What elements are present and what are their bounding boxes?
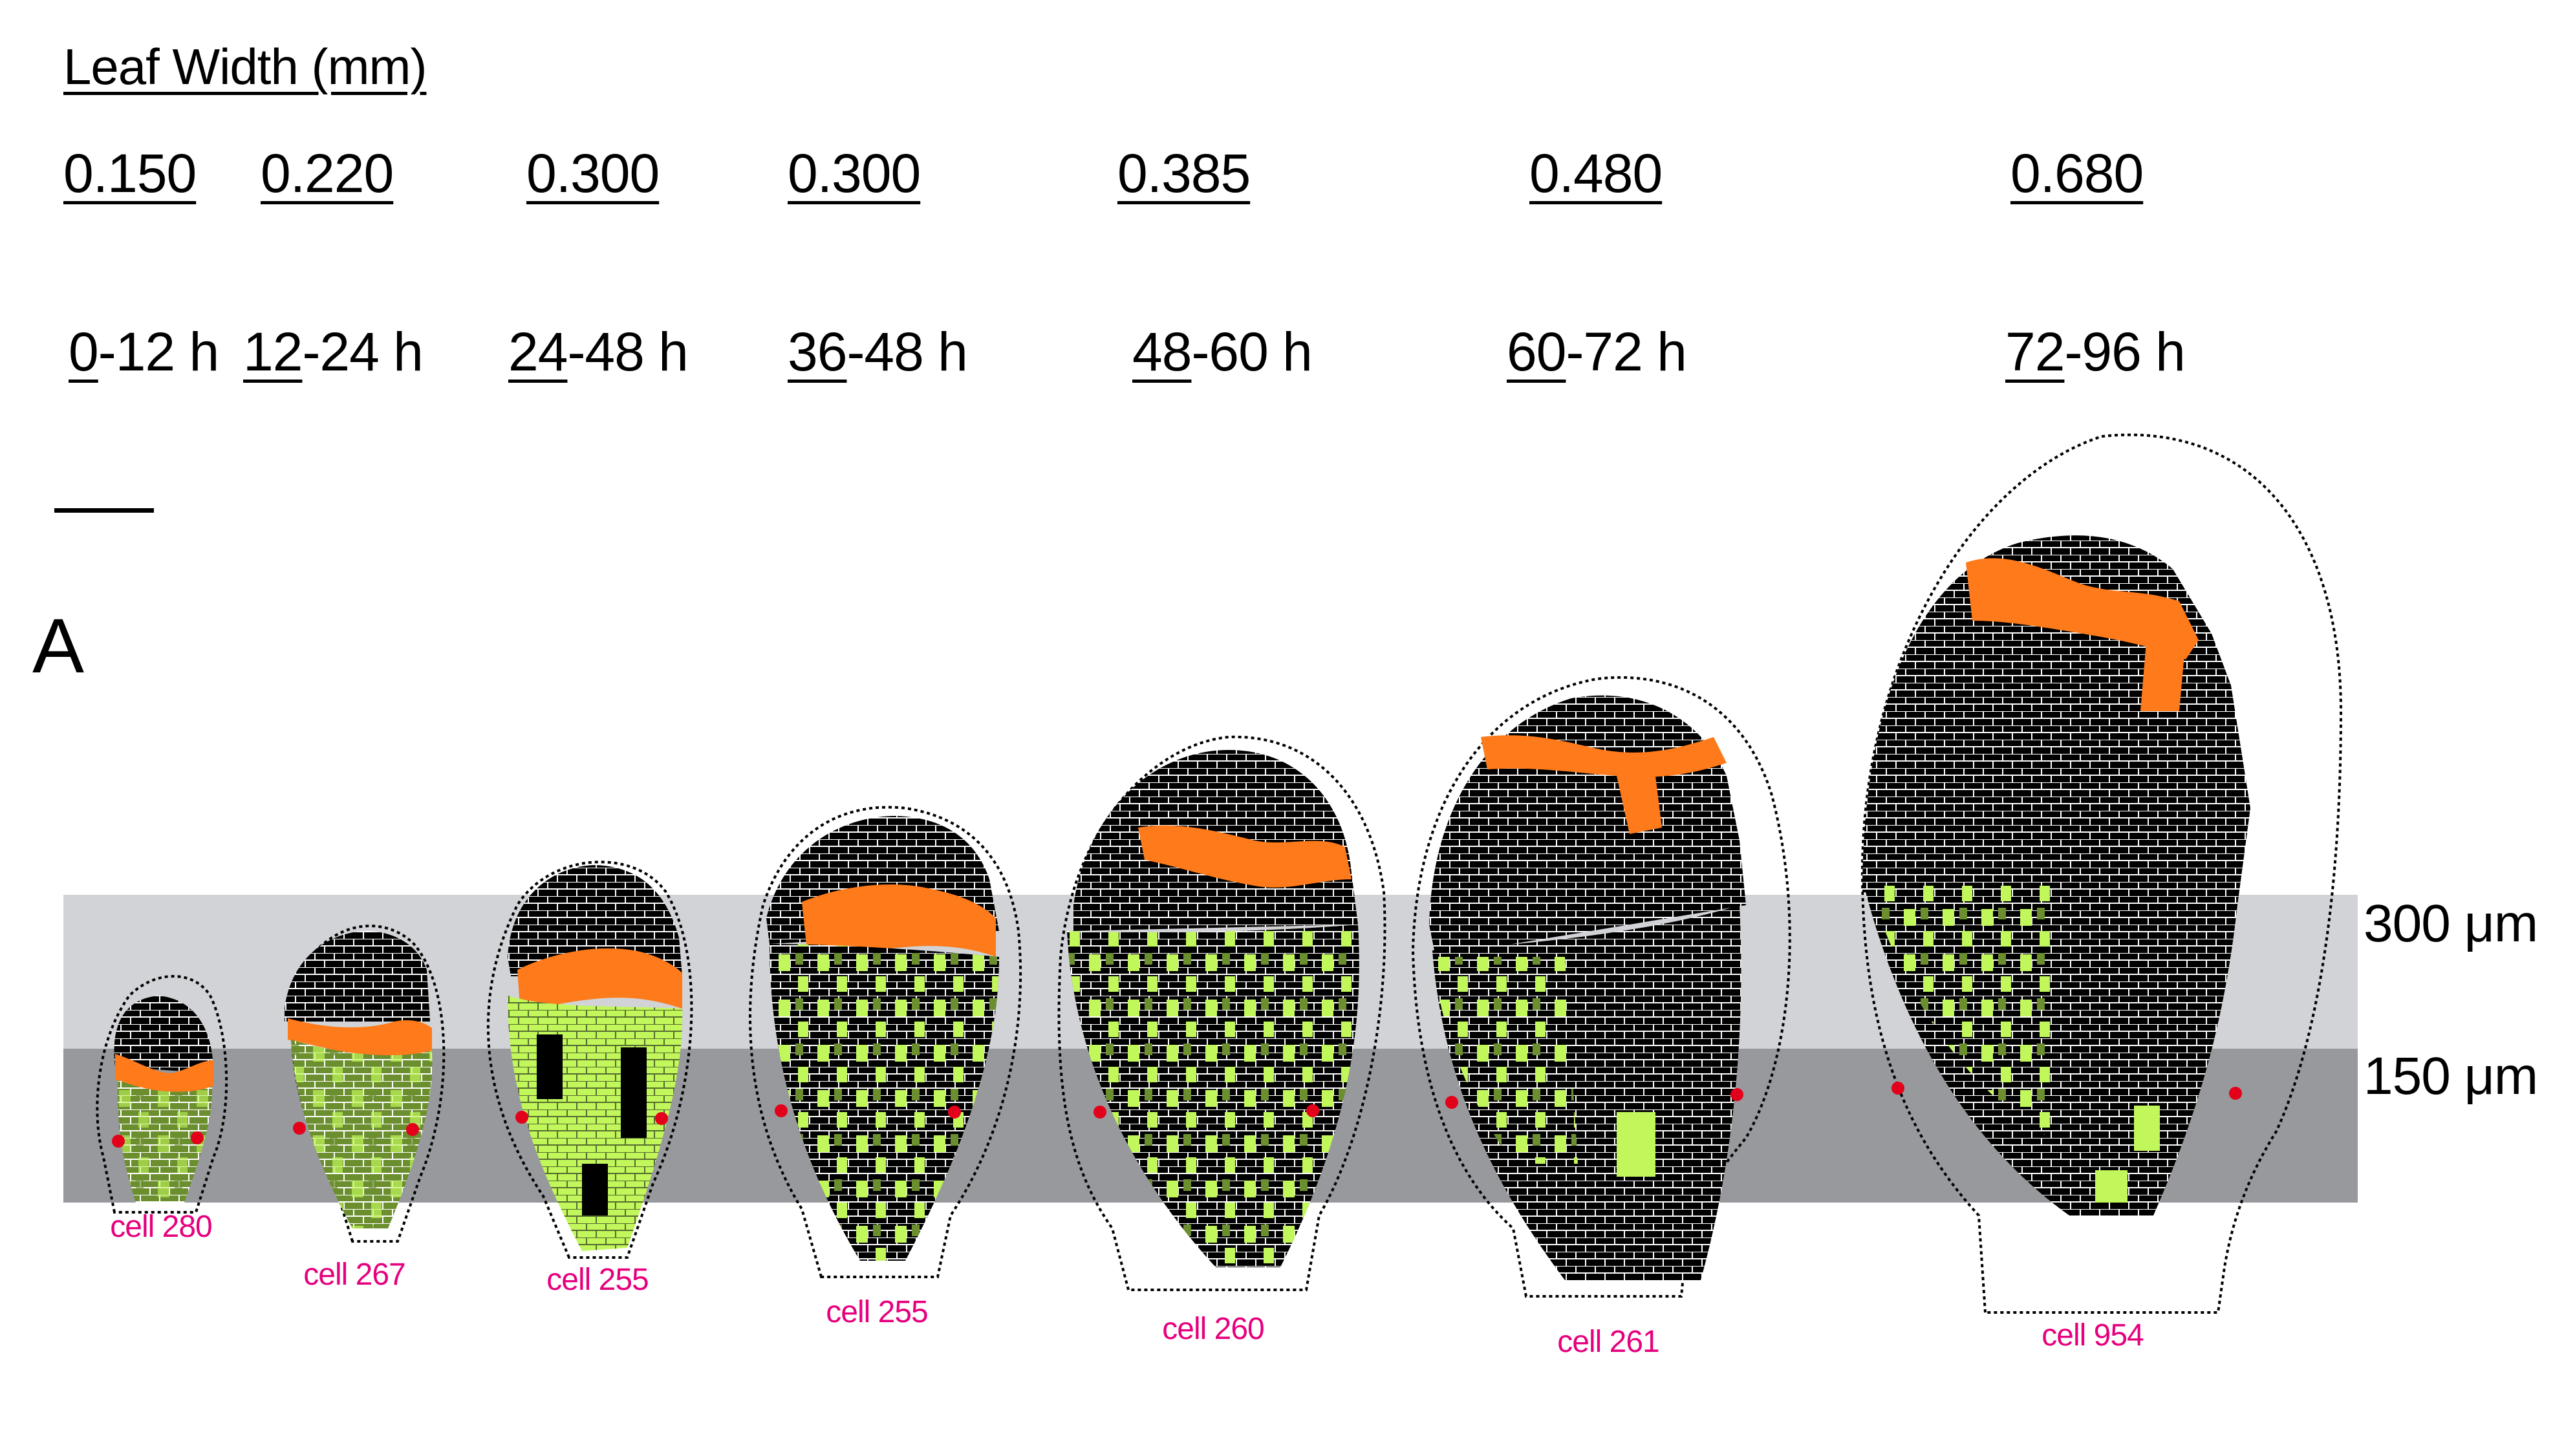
time-interval-3: 24-48 h — [508, 321, 689, 383]
time-interval-6: 60-72 h — [1507, 321, 1687, 383]
marker-dot — [948, 1106, 961, 1119]
time-interval-2: 12-24 h — [243, 321, 424, 383]
time-interval-start: 72 — [2005, 321, 2065, 382]
leaf-width-value-5: 0.385 — [1117, 143, 1251, 204]
leaf-width-value-6: 0.480 — [1529, 143, 1663, 204]
leaf-width-value-3: 0.300 — [526, 143, 660, 204]
time-interval-rest: -72 h — [1566, 321, 1686, 382]
time-interval-start: 36 — [788, 321, 847, 382]
marker-dot — [1306, 1104, 1319, 1117]
cell-label-2: cell 267 — [303, 1258, 405, 1292]
band-label-300: 300 μm — [2364, 894, 2538, 953]
cell-label-5: cell 260 — [1162, 1312, 1264, 1346]
time-interval-start: 24 — [508, 321, 568, 382]
marker-dot — [775, 1104, 788, 1117]
panel-letter: A — [32, 603, 85, 689]
cell-label-4: cell 255 — [826, 1295, 928, 1329]
marker-dot — [191, 1131, 204, 1144]
leaf-width-title: Leaf Width (mm) — [63, 38, 427, 95]
leaf-stage-5 — [1057, 735, 1386, 1291]
marker-dot — [1891, 1082, 1904, 1095]
time-interval-rest: -48 h — [846, 321, 967, 382]
leaf-stage-3 — [486, 861, 693, 1259]
leaf-width-value-1: 0.150 — [63, 143, 197, 204]
band-label-150: 150 μm — [2364, 1047, 2538, 1106]
leaf-stage-1 — [96, 975, 228, 1214]
time-interval-start: 0 — [69, 321, 99, 382]
cell-label-3: cell 255 — [546, 1263, 649, 1297]
time-interval-start: 12 — [243, 321, 303, 382]
time-interval-5: 48-60 h — [1132, 321, 1313, 383]
time-interval-4: 36-48 h — [788, 321, 968, 383]
leaf-stage-4 — [749, 806, 1022, 1278]
marker-dot — [515, 1111, 528, 1124]
marker-dot — [1093, 1106, 1106, 1119]
marker-dot — [406, 1123, 419, 1136]
marker-dot — [1730, 1088, 1743, 1101]
time-interval-1: 0-12 h — [69, 321, 219, 383]
time-interval-rest: -12 h — [98, 321, 219, 382]
scale-bar — [54, 508, 154, 513]
marker-dot — [655, 1112, 668, 1125]
leaf-width-value-7: 0.680 — [2010, 143, 2144, 204]
cell-label-1: cell 280 — [110, 1210, 212, 1244]
marker-dot — [293, 1122, 306, 1135]
cell-label-6: cell 261 — [1557, 1325, 1659, 1359]
leaf-width-value-2: 0.220 — [261, 143, 394, 204]
cell-label-7: cell 954 — [2042, 1318, 2144, 1353]
marker-dot — [1445, 1096, 1458, 1109]
leaf-width-value-4: 0.300 — [788, 143, 921, 204]
marker-dots — [112, 1082, 2242, 1148]
leaf-stage-6 — [1411, 676, 1791, 1298]
leaf-stage-2 — [285, 925, 446, 1243]
time-interval-rest: -60 h — [1191, 321, 1312, 382]
time-interval-7: 72-96 h — [2005, 321, 2186, 383]
marker-dot — [2229, 1087, 2242, 1100]
marker-dot — [112, 1135, 125, 1148]
time-interval-rest: -24 h — [302, 321, 423, 382]
time-interval-start: 60 — [1507, 321, 1566, 382]
leaf-stage-7 — [1860, 433, 2343, 1314]
time-interval-rest: -48 h — [567, 321, 688, 382]
time-interval-start: 48 — [1132, 321, 1192, 382]
time-interval-rest: -96 h — [2064, 321, 2185, 382]
